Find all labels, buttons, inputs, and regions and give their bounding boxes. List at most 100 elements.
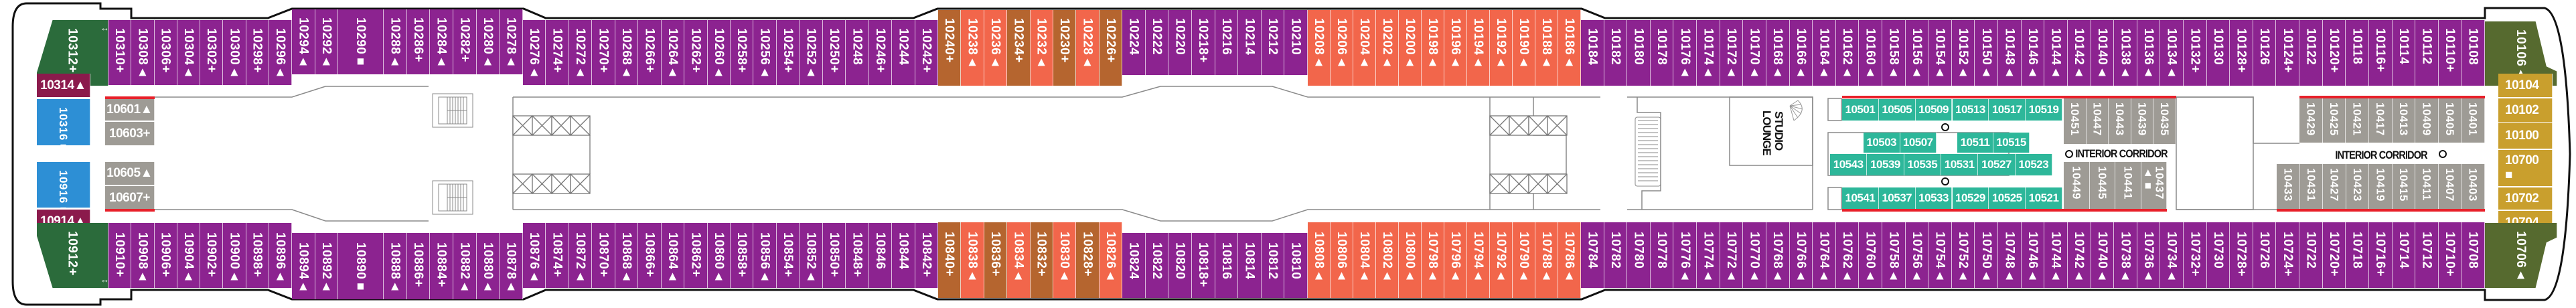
cabin[interactable]: 10716+ <box>2368 222 2393 288</box>
cabin[interactable]: 10529 <box>1952 187 1989 209</box>
cabin[interactable]: 10852▲ <box>800 223 823 288</box>
cabin[interactable]: 10507 <box>1900 133 1937 153</box>
cabin[interactable]: 10216 <box>1215 10 1239 75</box>
cabin[interactable]: 10413 <box>2392 98 2416 143</box>
cabin[interactable]: 10164▲ <box>1813 20 1836 86</box>
cabin[interactable]: 10210 <box>1284 10 1308 75</box>
cabin[interactable]: 10778 <box>1650 222 1674 288</box>
cabin[interactable]: 10782 <box>1604 222 1628 288</box>
cabin[interactable]: 10904▲ <box>177 223 200 288</box>
cabin[interactable]: 10423 <box>2346 164 2370 210</box>
cabin[interactable]: 10124+ <box>2276 20 2300 86</box>
cabin[interactable]: 10276▲ <box>523 20 546 85</box>
cabin[interactable]: 10260▲ <box>707 20 731 85</box>
cabin[interactable]: 10523 <box>2015 154 2052 175</box>
cabin[interactable]: 10218+ <box>1191 10 1215 75</box>
cabin[interactable]: 10882▲ <box>453 233 477 299</box>
cabin[interactable]: 10130 <box>2206 20 2230 86</box>
cabin[interactable]: 10449 <box>2064 162 2090 210</box>
cabin[interactable]: 10248 <box>846 20 869 85</box>
cabin[interactable]: 10224 <box>1122 10 1146 75</box>
cabin[interactable]: 10194▲ <box>1467 10 1490 86</box>
cabin[interactable]: 10714 <box>2392 222 2416 288</box>
cabin[interactable]: 10272▲ <box>569 20 593 85</box>
cabin[interactable]: 10503 <box>1864 133 1900 153</box>
cabin[interactable]: 10242+ <box>915 20 938 85</box>
cabin[interactable]: 10539 <box>1867 154 1904 175</box>
cabin[interactable]: 10401 <box>2461 98 2485 143</box>
cabin[interactable]: 10788▲ <box>1535 222 1558 298</box>
cabin[interactable]: 10427 <box>2323 164 2346 210</box>
cabin[interactable]: 10437 ▲■ <box>2141 162 2167 210</box>
cabin[interactable]: 10100 <box>2498 123 2553 149</box>
cabin[interactable]: 10425 <box>2322 98 2346 143</box>
cabin[interactable]: 10156▲ <box>1905 20 1929 86</box>
cabin[interactable]: 10509 <box>1915 99 1953 121</box>
cabin[interactable]: 10198▲ <box>1422 10 1444 86</box>
cabin[interactable]: 10202▲ <box>1376 10 1399 86</box>
cabin[interactable]: 10842+ <box>915 223 938 288</box>
cabin[interactable]: 10910+ <box>108 223 132 288</box>
cabin[interactable]: 10780 <box>1627 222 1651 288</box>
cabin[interactable]: 10752▲ <box>1951 222 1975 288</box>
cabin[interactable]: 10808▲ <box>1308 222 1331 298</box>
cabin[interactable]: 10804▲ <box>1353 222 1376 298</box>
cabin[interactable]: 10212 <box>1261 10 1285 75</box>
cabin[interactable]: 10180 <box>1627 20 1651 86</box>
cabin[interactable]: 10870+ <box>592 223 615 288</box>
cabin[interactable]: 10246+ <box>868 20 893 85</box>
cabin[interactable]: 10403 <box>2461 164 2485 210</box>
cabin[interactable]: 10417 <box>2368 98 2393 143</box>
cabin[interactable]: 10174▲ <box>1697 20 1720 86</box>
cabin[interactable]: 10238▲ <box>961 10 984 86</box>
cabin[interactable]: 10270+ <box>592 20 615 85</box>
cabin[interactable]: 10136▲ <box>2137 20 2161 86</box>
cabin[interactable]: 10184 <box>1581 20 1604 86</box>
cabin[interactable]: 10812 <box>1261 233 1285 298</box>
cabin[interactable]: 10830▲ <box>1053 222 1077 298</box>
cabin[interactable]: 10298+ <box>246 20 269 85</box>
cabin[interactable]: 10451 <box>2064 98 2087 144</box>
cabin[interactable]: 10445 <box>2089 162 2115 210</box>
cabin[interactable]: 10154▲ <box>1928 20 1952 86</box>
cabin[interactable]: 10700 ■ <box>2498 150 2553 186</box>
cabin[interactable]: 10880▲ <box>476 233 500 299</box>
cabin[interactable]: 10776▲ <box>1673 222 1697 288</box>
cabin[interactable]: 10758▲ <box>1882 222 1906 288</box>
cabin[interactable]: 10204▲ <box>1353 10 1376 86</box>
cabin[interactable]: 10806▲ <box>1331 222 1353 298</box>
cabin[interactable]: 10726 <box>2253 222 2277 288</box>
cabin[interactable]: 10740▲ <box>2091 222 2115 288</box>
cabin[interactable]: 10126 <box>2253 20 2277 86</box>
cabin[interactable]: 10541 <box>1842 187 1879 209</box>
cabin[interactable]: 10236▲ <box>984 10 1008 86</box>
cabin[interactable]: 10826▲ <box>1099 222 1122 298</box>
cabin[interactable]: 10292▲ <box>315 9 338 74</box>
cabin[interactable]: 10886+ <box>406 233 431 299</box>
cabin[interactable]: 10138▲ <box>2114 20 2137 86</box>
cabin[interactable]: 10892▲ <box>315 233 338 299</box>
cabin[interactable]: 10820 <box>1168 233 1192 298</box>
cabin[interactable]: 10818+ <box>1191 233 1215 298</box>
cabin[interactable]: 10405 <box>2438 98 2462 143</box>
cabin[interactable]: 10256▲ <box>753 20 777 85</box>
cabin[interactable]: 10874+ <box>546 223 569 288</box>
cabin[interactable]: 10314▲ <box>37 74 90 97</box>
cabin[interactable]: 10912+ <box>37 223 108 288</box>
cabin[interactable]: 10768▲ <box>1766 222 1790 288</box>
cabin[interactable]: 10176▲ <box>1673 20 1697 86</box>
cabin[interactable]: 10214 <box>1238 10 1262 75</box>
cabin[interactable]: 10884+ <box>430 233 453 299</box>
cabin[interactable]: 10280▲ <box>476 9 500 74</box>
cabin[interactable]: 10443 <box>2109 98 2131 144</box>
cabin[interactable]: 10822 <box>1145 233 1169 298</box>
cabin[interactable]: 10200▲ <box>1399 10 1422 86</box>
cabin[interactable]: 10794▲ <box>1467 222 1490 298</box>
cabin[interactable]: 10860▲ <box>707 223 731 288</box>
cabin[interactable]: 10110+ <box>2438 20 2462 86</box>
cabin[interactable]: 10876▲ <box>523 223 546 288</box>
cabin[interactable]: 10128+ <box>2230 20 2253 86</box>
cabin[interactable]: 10543 <box>1830 154 1868 175</box>
cabin[interactable]: 10228▲ <box>1076 10 1100 86</box>
cabin[interactable]: 10172▲ <box>1720 20 1744 86</box>
